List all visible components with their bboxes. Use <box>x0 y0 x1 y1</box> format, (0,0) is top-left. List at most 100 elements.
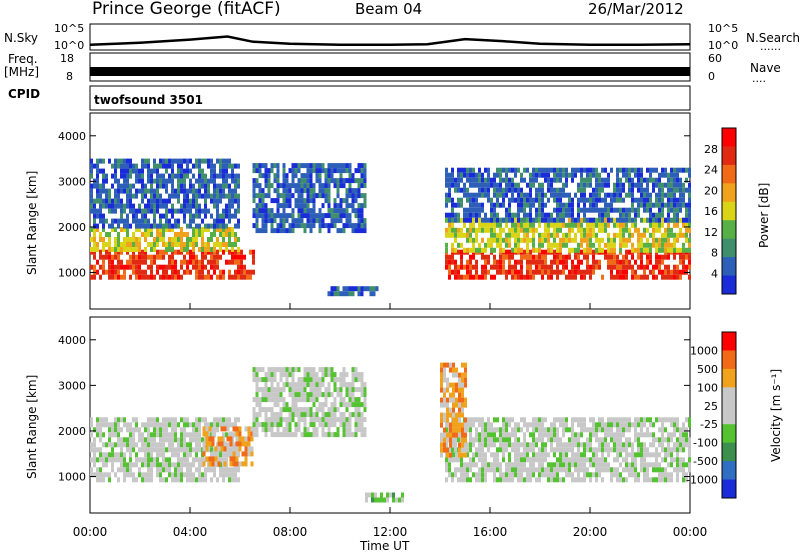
heatmap-cell <box>258 407 262 413</box>
heatmap-cell <box>556 167 559 173</box>
heatmap-cell <box>487 442 490 448</box>
heatmap-cell <box>679 437 682 443</box>
heatmap-cell <box>201 242 204 247</box>
heatmap-cell <box>168 274 171 280</box>
heatmap-cell <box>664 457 667 463</box>
heatmap-cell <box>658 417 661 423</box>
heatmap-cell <box>117 247 120 252</box>
heatmap-cell <box>210 232 213 237</box>
heatmap-cell <box>198 183 201 189</box>
heatmap-cell <box>466 452 469 458</box>
heatmap-cell <box>306 163 310 169</box>
heatmap-cell <box>461 387 464 393</box>
heatmap-cell <box>111 183 114 189</box>
heatmap-cell <box>201 227 204 232</box>
heatmap-cell <box>454 217 457 223</box>
heatmap-cell <box>165 168 168 174</box>
heatmap-cell <box>90 227 93 232</box>
heatmap-cell <box>601 417 604 423</box>
heatmap-cell <box>300 203 304 209</box>
heatmap-cell <box>592 427 595 433</box>
heatmap-cell <box>237 208 240 214</box>
heatmap-cell <box>270 397 274 403</box>
heatmap-cell <box>165 242 168 247</box>
heatmap-cell <box>102 472 105 478</box>
heatmap-cell <box>541 197 544 203</box>
heatmap-cell <box>177 188 180 194</box>
heatmap-cell <box>460 217 463 223</box>
heatmap-cell <box>460 472 463 478</box>
heatmap-cell <box>267 183 271 189</box>
heatmap-cell <box>550 177 553 183</box>
heatmap-cell <box>559 212 562 218</box>
heatmap-cell <box>222 158 225 164</box>
heatmap-cell <box>452 392 455 398</box>
heatmap-cell <box>132 254 135 260</box>
heatmap-cell <box>553 422 556 428</box>
heatmap-cell <box>586 232 589 238</box>
heatmap-cell <box>601 467 604 473</box>
heatmap-cell <box>679 192 682 198</box>
heatmap-cell <box>464 367 467 373</box>
heatmap-cell <box>351 367 355 373</box>
heatmap-cell <box>123 274 126 280</box>
heatmap-cell <box>168 247 171 252</box>
heatmap-cell <box>318 208 322 214</box>
cpid-label: CPID <box>8 87 40 101</box>
heatmap-cell <box>649 432 652 438</box>
heatmap-cell <box>240 269 243 275</box>
heatmap-cell <box>238 426 242 432</box>
heatmap-cell <box>637 167 640 173</box>
heatmap-cell <box>517 192 520 198</box>
heatmap-cell <box>676 437 679 443</box>
heatmap-cell <box>673 442 676 448</box>
heatmap-cell <box>300 193 304 199</box>
heatmap-cell <box>670 187 673 193</box>
heatmap-cell <box>601 227 604 233</box>
heatmap-cell <box>535 254 538 260</box>
heatmap-cell <box>389 492 392 498</box>
heatmap-cell <box>484 472 487 478</box>
heatmap-cell <box>129 254 132 260</box>
colorbar-segment <box>722 368 736 388</box>
heatmap-cell <box>117 442 120 448</box>
heatmap-cell <box>565 447 568 453</box>
time-axis-label: Time UT <box>359 539 410 553</box>
heatmap-cell <box>469 422 472 428</box>
heatmap-cell <box>443 367 446 373</box>
heatmap-cell <box>333 218 337 224</box>
heatmap-cell <box>99 437 102 443</box>
heatmap-cell <box>309 213 313 219</box>
heatmap-cell <box>508 452 511 458</box>
heatmap-cell <box>595 167 598 173</box>
heatmap-cell <box>336 218 340 224</box>
heatmap-cell <box>526 212 529 218</box>
heatmap-cell <box>213 427 216 433</box>
heatmap-cell <box>607 422 610 428</box>
heatmap-cell <box>222 232 225 237</box>
heatmap-cell <box>159 183 162 189</box>
heatmap-cell <box>446 387 449 393</box>
heatmap-cell <box>583 197 586 203</box>
heatmap-cell <box>574 192 577 198</box>
heatmap-cell <box>153 422 156 428</box>
heatmap-cell <box>598 457 601 463</box>
heatmap-cell <box>547 247 550 253</box>
heatmap-cell <box>219 193 222 199</box>
heatmap-cell <box>132 237 135 242</box>
heatmap-cell <box>147 232 150 237</box>
heatmap-cell <box>589 417 592 423</box>
heatmap-cell <box>258 412 262 418</box>
heatmap-cell <box>339 387 343 393</box>
heatmap-cell <box>511 462 514 468</box>
heatmap-cell <box>613 187 616 193</box>
heatmap-cell <box>168 437 171 443</box>
heatmap-cell <box>147 173 150 179</box>
heatmap-cell <box>168 208 171 214</box>
heatmap-cell <box>153 247 156 252</box>
heatmap-cell <box>321 422 325 428</box>
heatmap-cell <box>652 167 655 173</box>
heatmap-cell <box>96 223 99 229</box>
heatmap-cell <box>490 432 493 438</box>
